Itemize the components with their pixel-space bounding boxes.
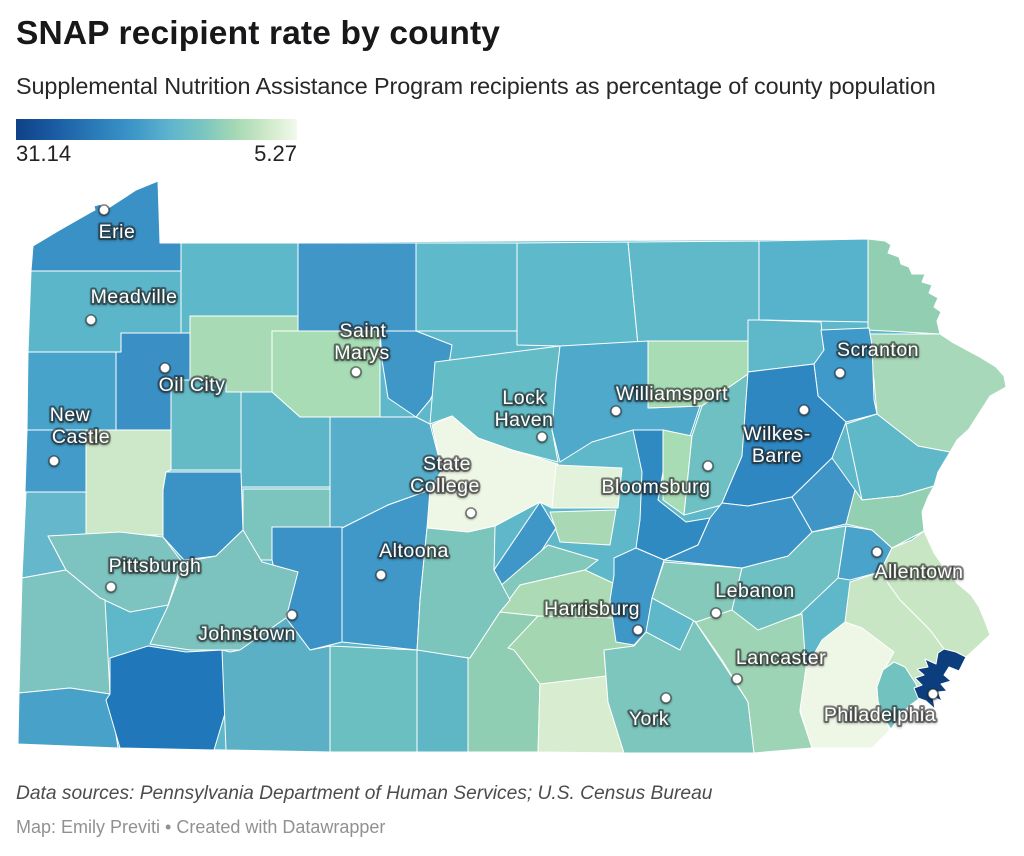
svg-text:Harrisburg: Harrisburg: [544, 598, 640, 620]
svg-text:New: New: [50, 404, 91, 426]
svg-text:Scranton: Scranton: [837, 339, 919, 361]
svg-text:Erie: Erie: [99, 221, 136, 243]
svg-text:York: York: [629, 708, 669, 730]
svg-text:State: State: [423, 453, 471, 475]
svg-text:Barre: Barre: [752, 445, 802, 467]
svg-text:College: College: [410, 475, 480, 497]
svg-text:Meadville: Meadville: [91, 286, 178, 308]
svg-text:Altoona: Altoona: [379, 540, 449, 562]
svg-text:Pittsburgh: Pittsburgh: [109, 555, 202, 577]
svg-text:Bloomsburg: Bloomsburg: [601, 476, 710, 498]
svg-text:Williamsport: Williamsport: [616, 383, 728, 405]
svg-text:Lebanon: Lebanon: [715, 580, 794, 602]
svg-text:Saint: Saint: [340, 320, 387, 342]
svg-text:Oil City: Oil City: [159, 374, 226, 396]
svg-text:Lock: Lock: [502, 387, 545, 409]
svg-text:Lancaster: Lancaster: [736, 647, 826, 669]
svg-text:Castle: Castle: [52, 426, 110, 448]
svg-text:Johnstown: Johnstown: [198, 623, 296, 645]
svg-text:Allentown: Allentown: [874, 561, 963, 583]
svg-text:Philadelphia: Philadelphia: [824, 704, 936, 726]
svg-text:Haven: Haven: [495, 409, 554, 431]
svg-text:Wilkes-: Wilkes-: [743, 423, 810, 445]
svg-text:Marys: Marys: [334, 342, 390, 364]
